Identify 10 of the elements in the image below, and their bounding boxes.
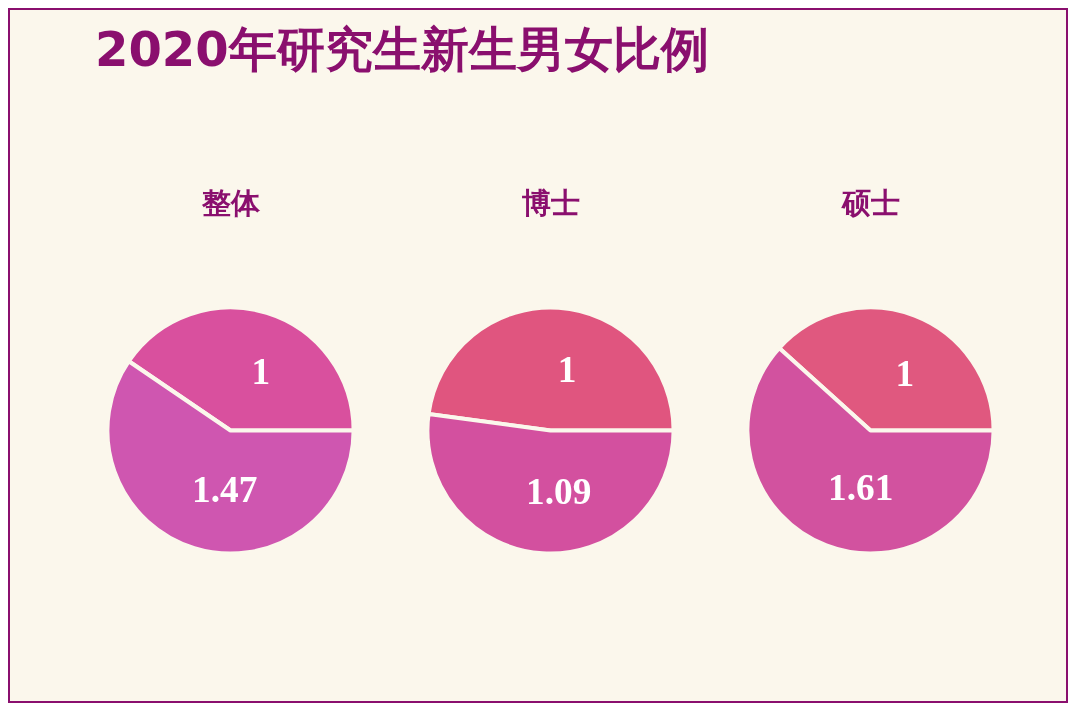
chart-subtitle: 整体 <box>200 186 261 219</box>
data-label: 1.47 <box>192 468 258 510</box>
data-label: 1 <box>251 351 271 393</box>
chart-subtitle: 博士 <box>520 186 580 219</box>
chart-subtitle: 硕士 <box>840 186 900 219</box>
data-label: 1 <box>895 352 915 394</box>
data-label: 1 <box>557 348 577 390</box>
chart-title: 2020年研究生新生男女比例 <box>95 20 709 79</box>
data-label: 1.09 <box>525 471 592 513</box>
data-label: 1.61 <box>828 467 894 509</box>
